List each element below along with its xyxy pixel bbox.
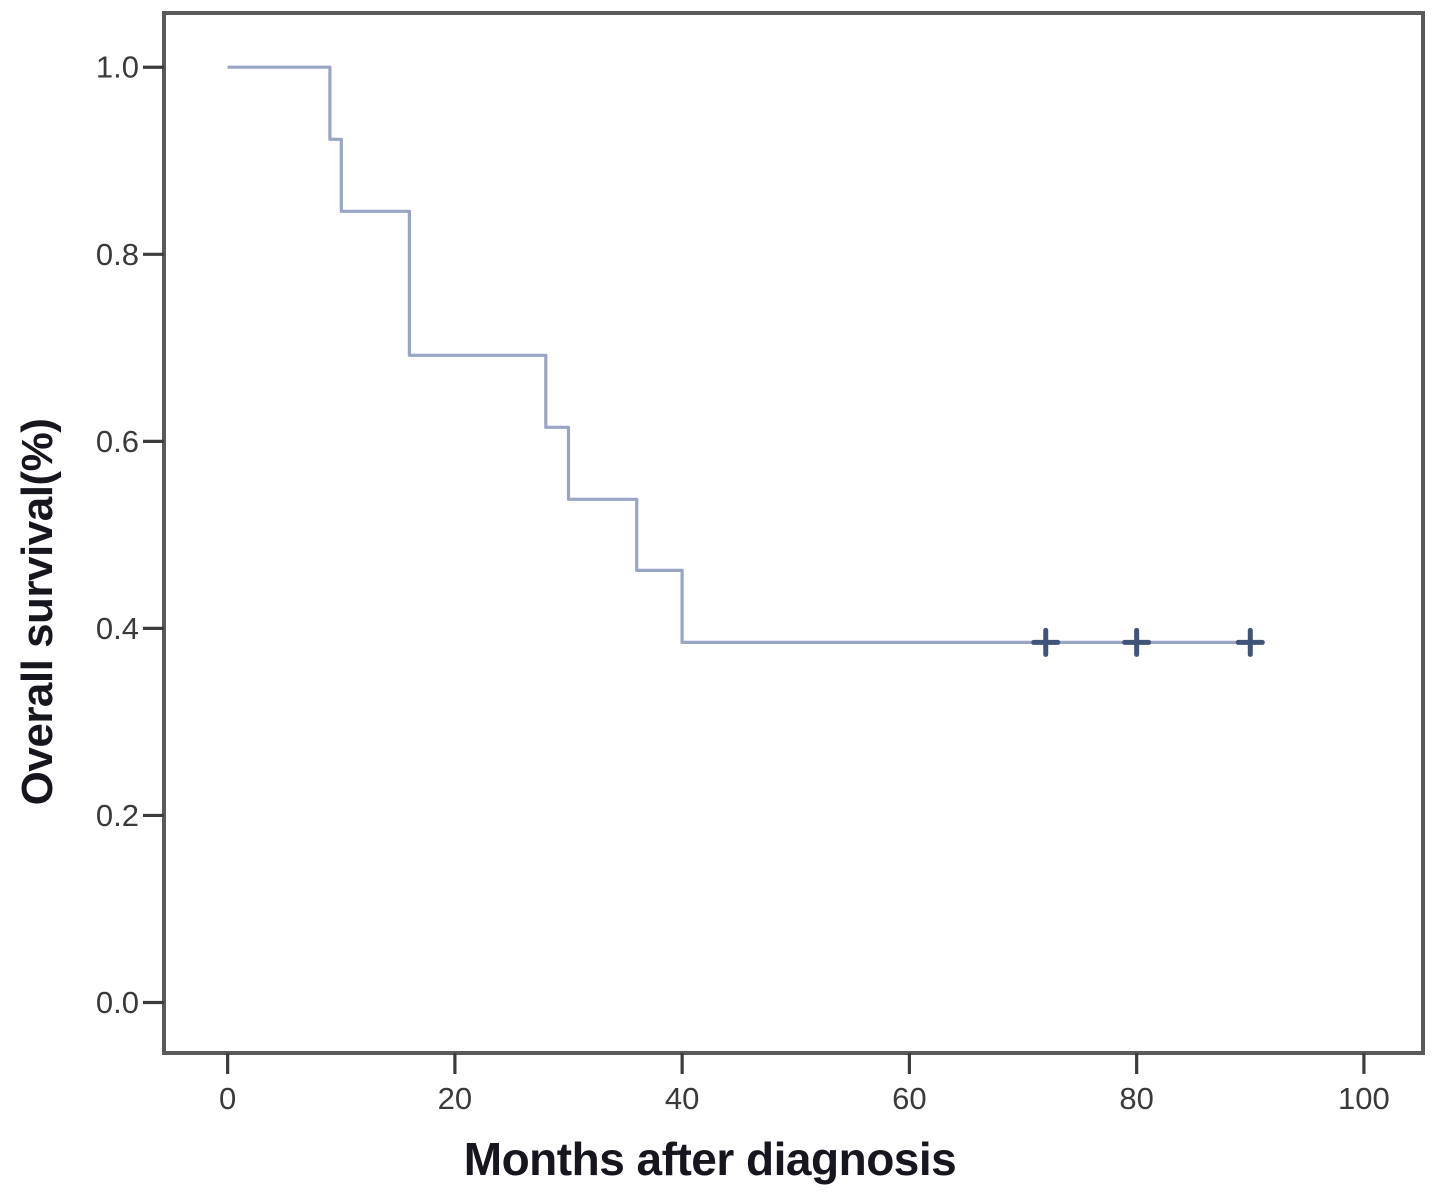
y-tick-label: 0.2	[96, 798, 139, 833]
x-tick-label: 40	[665, 1081, 699, 1116]
plot-border	[162, 11, 1425, 1055]
x-tick-label: 60	[892, 1081, 926, 1116]
censor-mark	[1031, 627, 1061, 657]
y-axis-label: Overall survival(%)	[13, 418, 62, 806]
y-tick-label: 0.0	[96, 985, 139, 1020]
axis-ticks	[143, 65, 1366, 1074]
x-tick-label: 100	[1338, 1081, 1390, 1116]
survival-curve	[227, 65, 1254, 644]
censor-mark	[1235, 627, 1265, 657]
censor-marks	[1031, 627, 1265, 657]
survival-step-line	[227, 65, 1254, 644]
y-tick-label: 0.6	[96, 424, 139, 459]
y-tick-label: 0.8	[96, 237, 139, 272]
x-axis-label: Months after diagnosis	[463, 1133, 957, 1185]
censor-mark	[1122, 627, 1152, 657]
tick-labels: 1.0 0.8 0.6 0.4 0.2 0.0 0 20 40 60 80 100	[96, 50, 1390, 1116]
x-tick-label: 0	[219, 1081, 236, 1116]
y-tick-label: 1.0	[96, 50, 139, 85]
y-tick-label: 0.4	[96, 611, 139, 646]
plot-frame	[162, 11, 1425, 1055]
x-tick-label: 20	[438, 1081, 472, 1116]
x-tick-label: 80	[1119, 1081, 1153, 1116]
